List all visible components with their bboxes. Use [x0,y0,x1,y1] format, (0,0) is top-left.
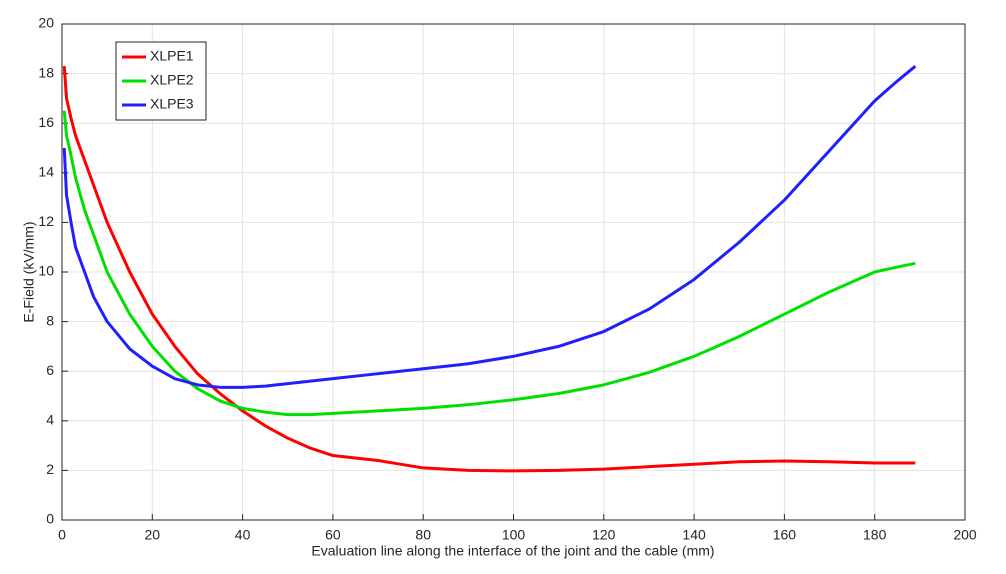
x-tick-label: 120 [592,527,616,543]
y-tick-label: 16 [38,114,54,130]
legend-label: XLPE1 [150,48,194,64]
y-tick-label: 0 [46,511,54,527]
y-tick-label: 20 [38,15,54,31]
line-series [62,66,916,473]
y-axis-label: E-Field (kV/mm) [21,221,37,322]
x-tick-label: 40 [235,527,251,543]
plot-frame [61,23,966,521]
x-tick-label: 180 [863,527,887,543]
legend-label: XLPE3 [150,96,194,112]
line-series [62,110,916,417]
x-tick-label: 200 [953,527,977,543]
y-tick-label: 10 [38,263,54,279]
x-tick-label: 160 [773,527,797,543]
y-tick-label: 8 [46,312,54,328]
x-tick-label: 100 [502,527,526,543]
x-tick-label: 20 [145,527,161,543]
y-tick-label: 12 [38,213,54,229]
x-tick-label: 140 [682,527,706,543]
legend-label: XLPE2 [150,72,194,88]
y-tick-label: 2 [46,461,54,477]
y-tick-label: 14 [38,164,54,180]
y-tick-label: 18 [38,64,54,80]
x-tick-label: 0 [58,527,66,543]
y-tick-label: 4 [46,412,54,428]
x-axis-label: Evaluation line along the interface of t… [311,543,714,559]
x-tick-label: 60 [325,527,341,543]
line-series [62,65,917,389]
x-tick-label: 80 [415,527,431,543]
y-tick-label: 6 [46,362,54,378]
